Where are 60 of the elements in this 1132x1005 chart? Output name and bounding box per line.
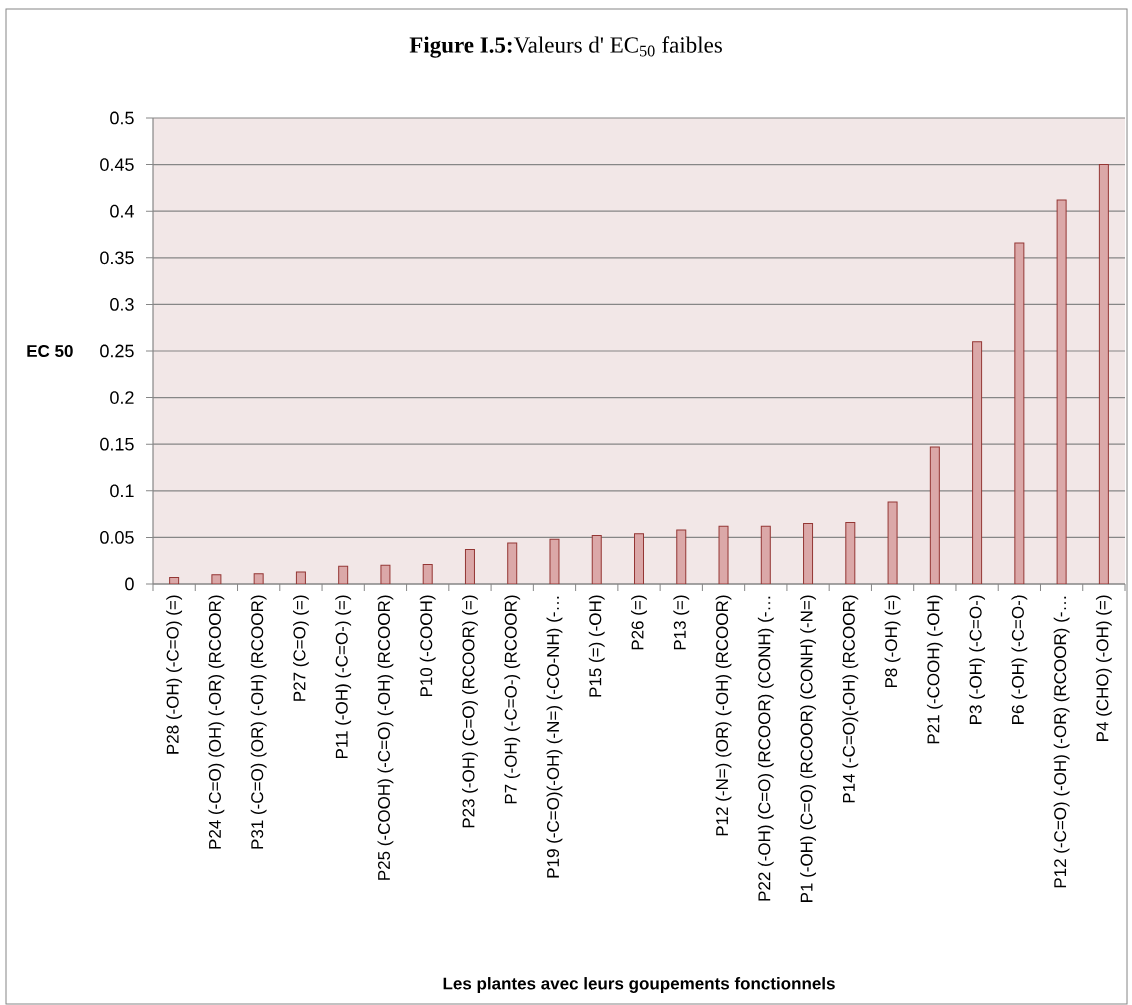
x-tick-label: P6 (-OH) (-C=O-) [1011,595,1028,724]
y-tick-label: 0.05 [100,531,134,544]
bar [380,564,391,584]
x-tick-label: P15 (=) (-OH) [588,595,605,697]
bar [507,542,518,584]
x-tick-label: P11 (-OH) (-C=O-) (=) [335,595,352,759]
x-tick-label: P1 (-OH) (C=O) (RCOOR) (CONH) (-N=) [800,595,816,902]
bar [253,573,264,584]
bar [1098,164,1109,584]
bar [338,565,349,584]
bar [1056,199,1067,584]
x-tick-label: P12 (-C=O) (-OH) (-OR) (RCOOR) (-… [1053,596,1070,888]
bar [591,535,602,584]
y-tick-label: 0.25 [100,344,134,358]
bar [887,501,898,584]
bar [760,525,771,584]
bar [549,538,560,584]
x-tick-label: P21 (-COOH) (-OH) [926,595,943,744]
x-tick-label: P13 (=) [673,595,690,650]
bar [929,446,940,584]
chart-title: Figure I.5:Valeurs d' EC$_{50}$ faibles [409,36,722,58]
y-axis-title: EC 50 [27,344,73,358]
x-tick-label: P3 (-OH) (-C=O-) [969,595,986,724]
x-tick-label: P28 (-OH) (-C=O) (=) [166,595,183,754]
x-tick-label: P24 (-C=O) (OH) (-OR) (RCOOR) [208,595,225,849]
y-tick-label: 0.5 [110,111,134,125]
x-tick-label: P8 (-OH) (=) [884,595,901,688]
bar [676,529,687,584]
bar [972,341,983,584]
y-tick-label: 0.35 [100,251,134,265]
y-tick-label: 0.15 [100,437,134,451]
x-tick-label: P26 (=) [631,595,647,650]
x-tick-label: P31 (-C=O) (OR) (-OH) (RCOOR) [250,595,267,849]
bar [845,521,856,584]
y-tick-label: 0 [125,577,134,591]
bar [1014,242,1025,584]
x-tick-label: P7 (-OH) (-C=O-) (RCOOR) [504,595,521,804]
x-axis-title: Les plantes avec leurs goupements fonctionnels [443,977,835,993]
y-tick-label: 0.45 [100,158,134,171]
bar [464,549,475,584]
y-tick-label: 0.4 [110,204,134,218]
bar [718,525,729,584]
bar [634,533,645,584]
x-tick-label: P14 (-C=O)(-OH) (RCOOR) [842,595,859,803]
x-tick-label: P10 (-COOH) [419,595,436,697]
x-tick-label: P25 (-COOH) (-C=O) (-OH) (RCOOR) [377,595,394,880]
x-tick-label: P22 (-OH) (C=O) (RCOOR) (CONH) (-… [757,596,774,901]
bar [211,574,222,584]
y-tick-label: 0.3 [110,298,134,311]
bar [803,522,814,584]
y-tick-label: 0.2 [110,391,134,404]
bar [422,563,433,584]
x-tick-label: P4 (CHO) (-OH) (=) [1095,595,1112,741]
bar [169,576,180,584]
x-tick-label: P27 (C=O) (=) [293,595,309,701]
x-tick-label: P19 (-C=O)(-OH) (-N=) (-CO-NH) (-… [546,596,563,878]
x-tick-label: P12 (-N=) (OR) (-OH) (RCOOR) [715,595,732,836]
y-tick-label: 0.1 [110,484,134,498]
x-tick-label: P23 (-OH) (C=O) (RCOOR) (=) [462,595,478,828]
bar [295,571,306,584]
